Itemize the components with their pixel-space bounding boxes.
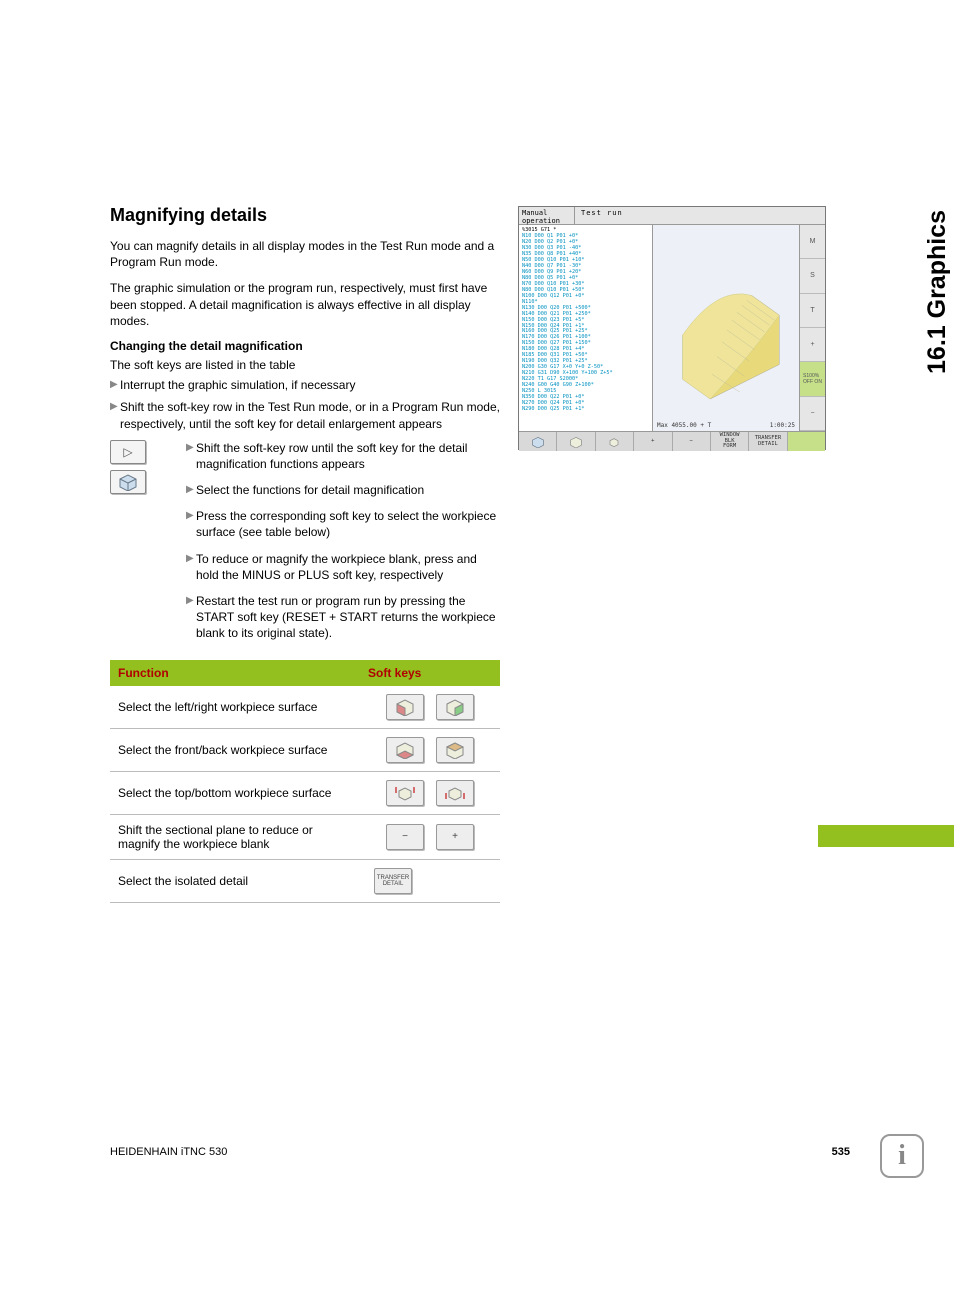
scr-title: Test run [575, 207, 825, 224]
table-header-function: Function [110, 660, 360, 686]
scr-side-minus[interactable]: − [800, 397, 825, 431]
cnc-screenshot: Manual operation Test run %3015 G71 * N1… [518, 206, 826, 450]
scr-side-m[interactable]: M [800, 225, 825, 259]
bullet-marker: ▶ [186, 508, 196, 540]
footer-page-number: 535 [832, 1146, 850, 1158]
bullet-2: Shift the soft-key row in the Test Run m… [120, 399, 500, 431]
intro-paragraph-1: You can magnify details in all display m… [110, 238, 500, 270]
scr-softkey-8[interactable] [788, 432, 825, 451]
shift-key-icon: ▷ [110, 440, 146, 464]
step-4: To reduce or magnify the workpiece blank… [196, 551, 500, 583]
table-row-1-fn: Select the left/right workpiece surface [110, 686, 360, 729]
softkey-front-surface-icon [386, 737, 424, 763]
scr-side-buttons: M S T + S100% OFF ON − [799, 225, 825, 431]
table-row-5-fn: Select the isolated detail [110, 859, 360, 902]
intro-paragraph-2: The graphic simulation or the program ru… [110, 280, 500, 329]
softkey-minus-icon: − [386, 824, 424, 850]
scr-softkey-5[interactable]: − [673, 432, 711, 451]
softkey-plus-icon: + [436, 824, 474, 850]
bullet-marker: ▶ [186, 482, 196, 498]
softkey-table: Function Soft keys Select the left/right… [110, 660, 500, 903]
scr-softkey-2[interactable] [557, 432, 595, 451]
softkey-back-surface-icon [436, 737, 474, 763]
scr-3d-view: Max 4055.00 + T 1:00:25 [653, 225, 799, 431]
footer-left: HEIDENHAIN iTNC 530 [110, 1146, 227, 1158]
magnify-key-icon [110, 470, 146, 494]
bullet-1: Interrupt the graphic simulation, if nec… [120, 377, 500, 393]
scr-status-right: 1:00:25 [770, 422, 795, 429]
table-row-3-fn: Select the top/bottom workpiece surface [110, 771, 360, 814]
softkey-right-surface-icon [436, 694, 474, 720]
scr-side-plus[interactable]: + [800, 328, 825, 362]
sub-line: The soft keys are listed in the table [110, 357, 500, 373]
softkey-transfer-detail-icon: TRANSFER DETAIL [374, 868, 412, 894]
scr-status-left: Max 4055.00 + T [657, 422, 711, 429]
table-row-2-fn: Select the front/back workpiece surface [110, 728, 360, 771]
table-header-softkeys: Soft keys [360, 660, 500, 686]
softkey-top-surface-icon [386, 780, 424, 806]
table-row-4-fn: Shift the sectional plane to reduce or m… [110, 814, 360, 859]
bullet-marker: ▶ [110, 399, 120, 431]
scr-side-s100[interactable]: S100% OFF ON [800, 362, 825, 396]
scr-program-code: %3015 G71 * N10 D00 Q1 P01 +0* N20 D00 Q… [519, 225, 653, 431]
scr-softkey-4[interactable]: + [634, 432, 672, 451]
softkey-bottom-surface-icon [436, 780, 474, 806]
scr-mode-label: Manual operation [519, 207, 575, 224]
page-title: Magnifying details [110, 205, 500, 226]
scr-softkey-3[interactable] [596, 432, 634, 451]
scr-side-s[interactable]: S [800, 259, 825, 293]
scr-side-t[interactable]: T [800, 294, 825, 328]
bullet-marker: ▶ [186, 551, 196, 583]
scr-softkey-1[interactable] [519, 432, 557, 451]
sub-heading: Changing the detail magnification [110, 339, 500, 353]
step-3: Press the corresponding soft key to sele… [196, 508, 500, 540]
bullet-marker: ▶ [186, 440, 196, 472]
bullet-marker: ▶ [110, 377, 120, 393]
scr-softkey-row: + − WINDOW BLK FORM TRANSFER DETAIL [519, 431, 825, 451]
step-1: Shift the soft-key row until the soft ke… [196, 440, 500, 472]
scr-softkey-7[interactable]: TRANSFER DETAIL [749, 432, 787, 451]
scr-softkey-6[interactable]: WINDOW BLK FORM [711, 432, 749, 451]
bullet-marker: ▶ [186, 593, 196, 642]
softkey-left-surface-icon [386, 694, 424, 720]
section-side-tab: 16.1 Graphics [921, 200, 954, 380]
step-2: Select the functions for detail magnific… [196, 482, 500, 498]
info-icon: i [880, 1134, 924, 1178]
step-5: Restart the test run or program run by p… [196, 593, 500, 642]
